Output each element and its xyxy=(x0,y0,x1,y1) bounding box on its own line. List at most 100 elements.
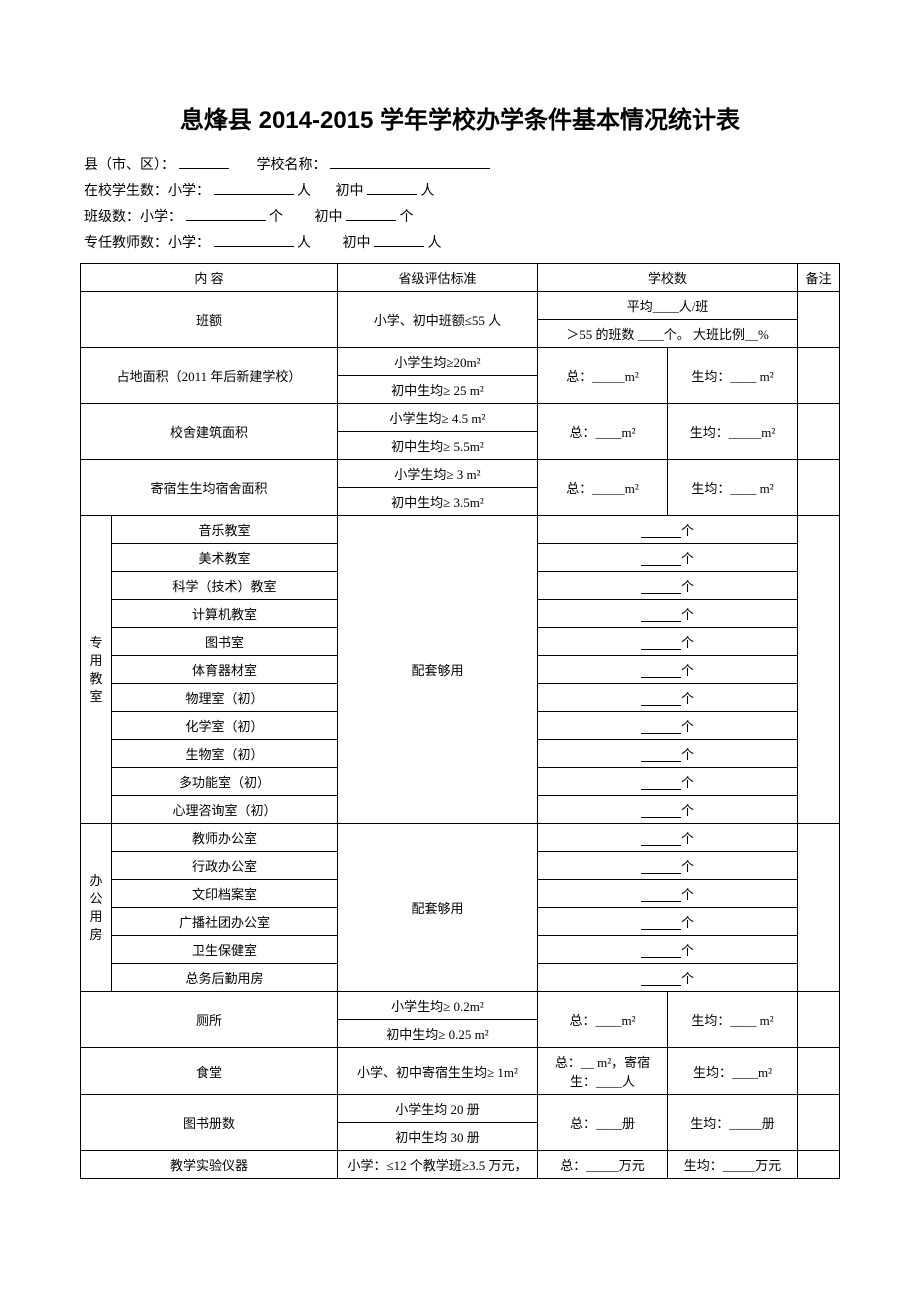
value[interactable]: 个 xyxy=(538,768,798,796)
students-label: 在校学生数：小学： xyxy=(84,184,210,199)
value[interactable]: 个 xyxy=(538,684,798,712)
unit: 个 xyxy=(269,210,283,225)
item-label: 行政办公室 xyxy=(112,852,338,880)
total: 总：__ m²，寄宿生：____人 xyxy=(538,1048,668,1095)
unit: 人 xyxy=(428,236,442,251)
value[interactable]: 个 xyxy=(538,656,798,684)
classes-label: 班级数：小学： xyxy=(84,210,182,225)
item-label: 音乐教室 xyxy=(112,516,338,544)
total: 总：_____m² xyxy=(538,348,668,404)
item-label: 美术教室 xyxy=(112,544,338,572)
standard: 小学、初中班额≤55 人 xyxy=(338,292,538,348)
item-label: 图书室 xyxy=(112,628,338,656)
note-cell[interactable] xyxy=(798,516,840,824)
note-cell[interactable] xyxy=(798,992,840,1048)
row-toilet: 厕所 小学生均≥ 0.2m² 总：____m² 生均：____ m² xyxy=(81,992,840,1020)
value[interactable]: 个 xyxy=(538,740,798,768)
blank[interactable] xyxy=(214,233,294,247)
row-special-0: 专用教室 音乐教室 配套够用 个 xyxy=(81,516,840,544)
per: 生均：_____m² xyxy=(668,404,798,460)
label: 寄宿生生均宿舍面积 xyxy=(81,460,338,516)
value[interactable]: 个 xyxy=(538,712,798,740)
row-canteen: 食堂 小学、初中寄宿生生均≥ 1m² 总：__ m²，寄宿生：____人 生均：… xyxy=(81,1048,840,1095)
blank[interactable] xyxy=(346,207,396,221)
standard-m: 初中生均≥ 0.25 m² xyxy=(338,1020,538,1048)
item-label: 总务后勤用房 xyxy=(112,964,338,992)
per: 生均：____ m² xyxy=(668,348,798,404)
value[interactable]: 个 xyxy=(538,908,798,936)
row-books: 图书册数 小学生均 20 册 总：____册 生均：_____册 xyxy=(81,1095,840,1123)
page-title: 息烽县 2014-2015 学年学校办学条件基本情况统计表 xyxy=(80,100,840,135)
school-label: 学校名称： xyxy=(257,158,327,173)
item-label: 多功能室（初） xyxy=(112,768,338,796)
label: 班额 xyxy=(81,292,338,348)
standard-m: 初中生均≥ 3.5m² xyxy=(338,488,538,516)
note-cell[interactable] xyxy=(798,292,840,348)
header-school-data: 学校数 xyxy=(538,264,798,292)
standard-p: 小学生均≥20m² xyxy=(338,348,538,376)
standard-p: 小学生均≥ 4.5 m² xyxy=(338,404,538,432)
meta-line-1: 县（市、区）： 学校名称： xyxy=(80,153,840,179)
value[interactable]: 个 xyxy=(538,796,798,824)
standard-m: 初中生均 30 册 xyxy=(338,1123,538,1151)
label: 图书册数 xyxy=(81,1095,338,1151)
item-label: 科学（技术）教室 xyxy=(112,572,338,600)
main-table: 内 容 省级评估标准 学校数 备注 班额 小学、初中班额≤55 人 平均____… xyxy=(80,263,840,1179)
standard-m: 初中生均≥ 25 m² xyxy=(338,376,538,404)
blank[interactable] xyxy=(179,155,229,169)
value[interactable]: 个 xyxy=(538,936,798,964)
meta-line-4: 专任教师数：小学： 人 初中 人 xyxy=(80,231,840,257)
avg: 平均____人/班 xyxy=(538,292,798,320)
value[interactable]: 个 xyxy=(538,824,798,852)
office-rooms-header: 办公用房 xyxy=(81,824,112,992)
county-label: 县（市、区）： xyxy=(84,158,175,173)
standard-p: 小学生均 20 册 xyxy=(338,1095,538,1123)
label: 食堂 xyxy=(81,1048,338,1095)
blank[interactable] xyxy=(330,155,490,169)
item-label: 教师办公室 xyxy=(112,824,338,852)
row-office-0: 办公用房 教师办公室 配套够用 个 xyxy=(81,824,840,852)
standard: 配套够用 xyxy=(338,824,538,992)
teachers-label: 专任教师数：小学： xyxy=(84,236,210,251)
students-mid-label: 初中 xyxy=(336,184,364,199)
value[interactable]: 个 xyxy=(538,572,798,600)
blank[interactable] xyxy=(374,233,424,247)
blank[interactable] xyxy=(186,207,266,221)
value[interactable]: 个 xyxy=(538,600,798,628)
standard-p: 小学生均≥ 3 m² xyxy=(338,460,538,488)
value[interactable]: 个 xyxy=(538,628,798,656)
value[interactable]: 个 xyxy=(538,544,798,572)
unit: 人 xyxy=(297,236,311,251)
total: 总：____m² xyxy=(538,404,668,460)
note-cell[interactable] xyxy=(798,348,840,404)
note-cell[interactable] xyxy=(798,1095,840,1151)
total: 总：____册 xyxy=(538,1095,668,1151)
value[interactable]: 个 xyxy=(538,964,798,992)
label: 教学实验仪器 xyxy=(81,1151,338,1179)
blank[interactable] xyxy=(367,181,417,195)
note-cell[interactable] xyxy=(798,460,840,516)
value[interactable]: 个 xyxy=(538,852,798,880)
row-dorm: 寄宿生生均宿舍面积 小学生均≥ 3 m² 总：_____m² 生均：____ m… xyxy=(81,460,840,488)
value[interactable]: 个 xyxy=(538,516,798,544)
header-content: 内 容 xyxy=(81,264,338,292)
unit: 人 xyxy=(421,184,435,199)
header-standard: 省级评估标准 xyxy=(338,264,538,292)
label: 校舍建筑面积 xyxy=(81,404,338,460)
total: 总：_____m² xyxy=(538,460,668,516)
item-label: 广播社团办公室 xyxy=(112,908,338,936)
blank[interactable] xyxy=(214,181,294,195)
note-cell[interactable] xyxy=(798,404,840,460)
meta-line-3: 班级数：小学： 个 初中 个 xyxy=(80,205,840,231)
header-note: 备注 xyxy=(798,264,840,292)
total: 总：_____万元 xyxy=(538,1151,668,1179)
standard: 小学：≤12 个教学班≥3.5 万元， xyxy=(338,1151,538,1179)
item-label: 生物室（初） xyxy=(112,740,338,768)
per: 生均：____ m² xyxy=(668,992,798,1048)
note-cell[interactable] xyxy=(798,1151,840,1179)
note-cell[interactable] xyxy=(798,1048,840,1095)
classes-mid-label: 初中 xyxy=(315,210,343,225)
total: 总：____m² xyxy=(538,992,668,1048)
note-cell[interactable] xyxy=(798,824,840,992)
value[interactable]: 个 xyxy=(538,880,798,908)
